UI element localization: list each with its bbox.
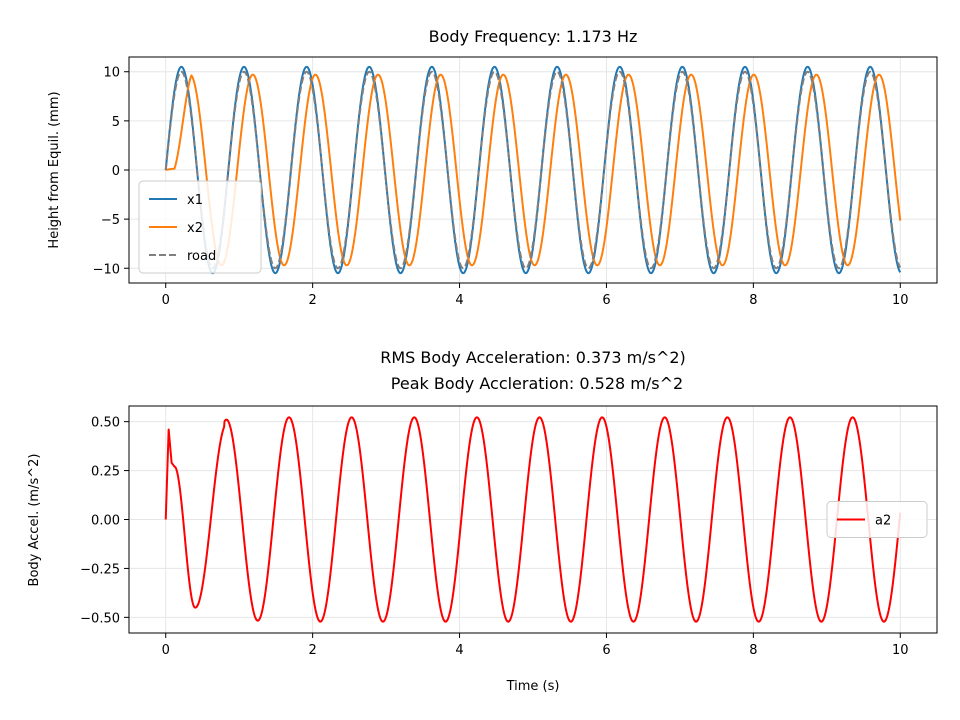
y-tick-label: 0 [112,164,120,179]
y-tick-label: 5 [112,115,120,130]
legend-label-x2: x2 [187,221,203,236]
chart-2-series [164,416,902,623]
y-tick-label: 10 [103,66,120,81]
chart-1: Body Frequency: 1.173 Hz 0 2 4 6 8 10 −10 −5 0 5 1… [47,27,938,308]
chart-1-legend[interactable]: x1 x2 road [138,180,262,274]
chart-2-subtitle: Peak Body Accleration: 0.528 m/s^2 [391,374,683,393]
x-tick-label: 4 [455,643,463,658]
chart-2-ylabel: Body Accel. (m/s^2) [27,454,42,587]
series-line-road [164,70,902,270]
chart-1-ylabel: Height from Equil. (mm) [47,91,62,248]
series-line-x2 [165,73,902,267]
legend-label-road: road [187,249,216,264]
y-tick-label: −5 [101,213,120,228]
y-tick-label: 0.50 [91,416,120,431]
chart-1-series [164,65,902,275]
chart-2-title: RMS Body Acceleration: 0.373 m/s^2) [380,348,686,367]
legend-box [826,501,928,538]
chart-2-xlabel: Time (s) [506,679,560,694]
x-tick-label: 0 [162,293,170,308]
x-tick-label: 6 [602,643,610,658]
x-tick-label: 10 [892,643,909,658]
y-tick-label: −0.25 [80,562,120,577]
y-tick-label: 0.25 [91,465,120,480]
x-tick-label: 4 [455,293,463,308]
series-line-a2 [164,416,902,623]
x-tick-label: 0 [162,643,170,658]
x-tick-label: 10 [892,293,909,308]
chart-1-ticks: 0 2 4 6 8 10 −10 −5 0 5 10 [93,66,909,308]
x-tick-label: 6 [602,293,610,308]
x-tick-label: 8 [749,293,757,308]
chart-1-grid [129,57,937,283]
legend-box [138,180,262,274]
x-tick-label: 8 [749,643,757,658]
chart-2-legend[interactable]: a2 [826,501,928,538]
chart-2-ticks: 0 2 4 6 8 10 −0.50 −0.25 0.00 0.25 0.50 [80,416,908,658]
y-tick-label: 0.00 [91,514,120,529]
chart-2: RMS Body Acceleration: 0.373 m/s^2) Peak… [27,348,938,694]
x-tick-label: 2 [308,293,316,308]
legend-label-x1: x1 [187,193,203,208]
y-tick-label: −10 [93,262,120,277]
legend-label-a2: a2 [875,514,891,529]
chart-1-title: Body Frequency: 1.173 Hz [429,27,638,46]
x-tick-label: 2 [308,643,316,658]
y-tick-label: −0.50 [80,611,120,626]
